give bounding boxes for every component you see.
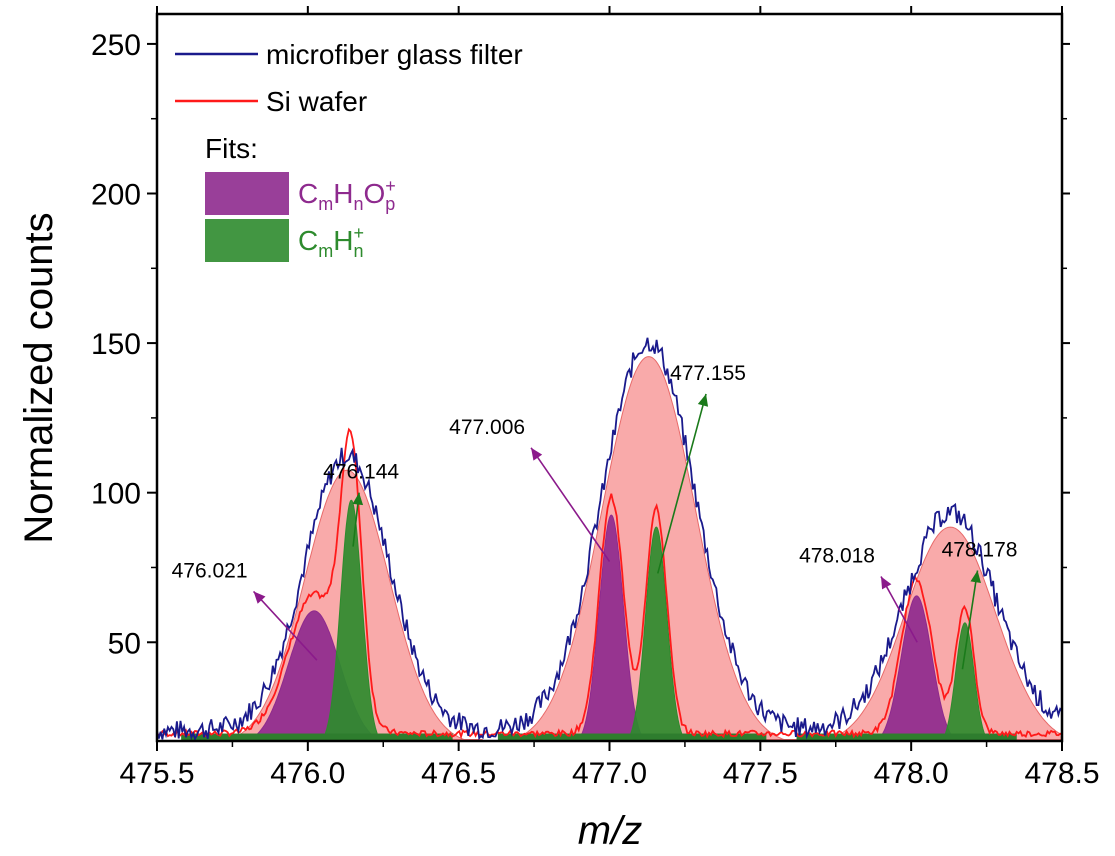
fit-baseline-2 <box>497 733 767 741</box>
legend-fits-title: Fits: <box>205 133 258 164</box>
fit-peak-478-018 <box>855 595 978 741</box>
series-microfiber-glass-filter <box>157 337 1062 741</box>
annotation-arrow-head <box>352 492 364 506</box>
fit-peak-478-178 <box>928 622 1002 741</box>
x-tick-label: 476.5 <box>421 757 496 790</box>
y-axis-title: Normalized counts <box>17 212 61 543</box>
annotation-arrow-line <box>961 570 979 670</box>
x-tick-label: 477.5 <box>723 757 798 790</box>
fit-baseline-3 <box>796 733 1017 741</box>
x-tick-label: 478.5 <box>1024 757 1099 790</box>
annotation-arrow-line <box>252 590 318 661</box>
peak-annotations: 476.021 476.144 477.006 477.155 478.018 478.1… <box>172 362 1018 670</box>
legend-swatch-cmhn <box>205 219 289 262</box>
legend: microfiber glass filter Si wafer Fits: C… <box>175 39 523 262</box>
legend-label-si-wafer: Si wafer <box>266 86 367 117</box>
annotation-label: 478.178 <box>942 538 1018 561</box>
annotation-label: 478.018 <box>799 544 875 567</box>
legend-label-microfiber: microfiber glass filter <box>266 39 523 70</box>
x-axis-title: m/z <box>578 809 642 853</box>
envelope-fit-2 <box>498 356 799 741</box>
annotation-arrow-head <box>531 447 543 461</box>
x-tick-label: 475.5 <box>119 757 194 790</box>
annotation-arrow-line <box>530 447 611 562</box>
envelope-fit-3 <box>805 526 1062 741</box>
annotation-arrow-head <box>881 576 892 590</box>
axis-ticks: 475.5 476.0 476.5 477.0 477.5 478.0 478.5 50 100… <box>91 6 1100 790</box>
fit-peaks <box>181 499 1017 741</box>
annotation-label: 476.144 <box>323 461 399 484</box>
legend-label-cmhnop: CmHnOp+ <box>298 176 396 214</box>
legend-swatch-cmhnop <box>205 172 289 215</box>
annotation-arrow-head <box>970 570 981 584</box>
x-tick-label: 477.0 <box>572 757 647 790</box>
legend-label-cmhn: CmHn+ <box>298 223 364 261</box>
y-tick-label: 250 <box>91 29 141 62</box>
y-tick-label: 200 <box>91 179 141 212</box>
y-tick-label: 100 <box>91 478 141 511</box>
data-series <box>157 337 1062 741</box>
annotation-arrow-head <box>253 591 266 604</box>
x-tick-label: 476.0 <box>270 757 345 790</box>
annotation-arrow-head <box>697 393 709 407</box>
y-tick-label: 50 <box>108 627 141 660</box>
annotation-arrow-line <box>656 393 707 574</box>
x-tick-label: 478.0 <box>874 757 949 790</box>
annotation-arrow-line <box>880 576 918 643</box>
annotation-label: 476.021 <box>172 559 248 582</box>
annotation-label: 477.006 <box>449 416 525 439</box>
annotation-label: 477.155 <box>670 362 746 385</box>
fit-baseline-1 <box>181 733 453 741</box>
fit-peak-476-021 <box>211 610 418 741</box>
y-tick-label: 150 <box>91 328 141 361</box>
